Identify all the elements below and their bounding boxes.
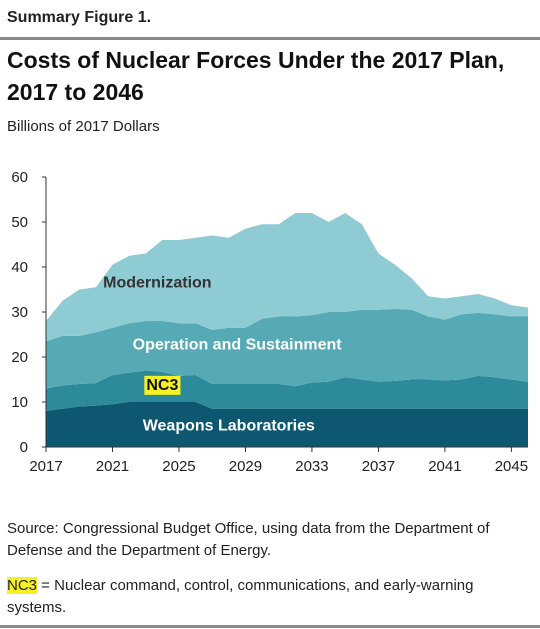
y-tick-label: 10 [11,394,28,411]
series-label-operation-and-sustainment: Operation and Sustainment [133,336,343,353]
area-modernization [46,213,528,342]
series-label-weapons-laboratories: Weapons Laboratories [143,417,315,434]
x-tick-label: 2025 [162,458,195,475]
chart-axes: 0 10 20 30 40 50 60 2017 2021 2025 2029 2033 2037 204… [11,169,528,475]
series-label-modernization: Modernization [103,274,211,291]
x-tick-label: 2041 [428,458,461,475]
x-tick-label: 2037 [362,458,395,475]
y-tick-label: 60 [11,169,28,186]
x-tick-label: 2045 [495,458,528,475]
y-tick-label: 40 [11,259,28,276]
y-tick-label: 50 [11,214,28,231]
bottom-divider [0,625,540,628]
x-tick-label: 2033 [295,458,328,475]
area-weapons-laboratories [46,402,528,447]
x-tick-label: 2017 [29,458,62,475]
y-tick-label: 30 [11,304,28,321]
footnote: NC3 = Nuclear command, control, communic… [7,575,535,619]
chart-title: Costs of Nuclear Forces Under the 2017 P… [7,47,505,105]
y-tick-label: 20 [11,349,28,366]
source-note: Source: Congressional Budget Office, usi… [7,520,490,559]
y-axis-unit-label: Billions of 2017 Dollars [7,118,160,135]
x-tick-label: 2029 [229,458,262,475]
area-operation-and-sustainment [46,308,528,389]
chart-series-labels: Weapons Laboratories NC3 Operation and Sus… [103,274,342,434]
footnote-term: NC3 [7,577,38,594]
series-label-nc3: NC3 [146,377,178,394]
footnote-text: = Nuclear command, control, communicatio… [7,577,474,616]
figure-label: Summary Figure 1. [7,9,152,26]
x-tick-label: 2021 [96,458,129,475]
nc3-highlight [144,375,181,395]
y-tick-label: 0 [20,439,28,456]
top-divider [0,37,540,40]
chart-areas [46,213,528,447]
stacked-area-chart: 0 10 20 30 40 50 60 2017 2021 2025 2029 2033 2037 204… [11,169,528,475]
